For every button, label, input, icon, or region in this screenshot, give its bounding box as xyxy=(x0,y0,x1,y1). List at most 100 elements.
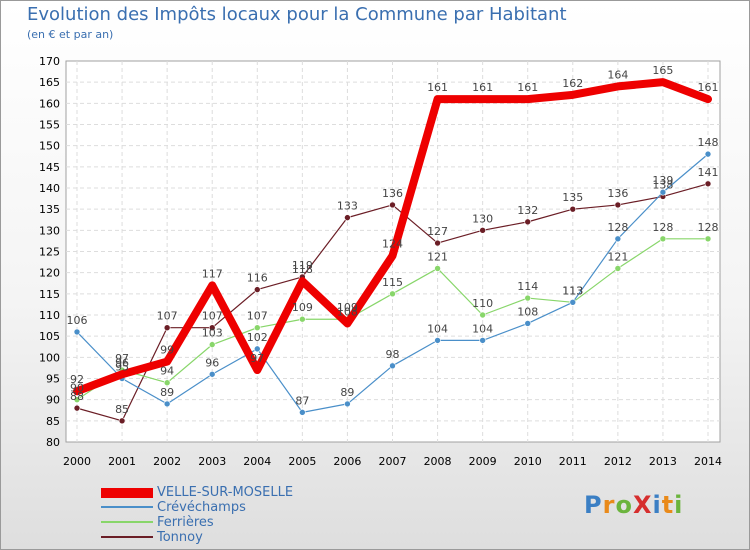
data-label-crevechamps: 106 xyxy=(67,314,88,327)
x-tick-label: 2004 xyxy=(243,455,271,468)
x-tick-label: 2011 xyxy=(559,455,587,468)
data-labels: 88 85 107 107 116 119 133 136 127 130 132 135 136 138… xyxy=(67,64,719,416)
point-tonnoy xyxy=(118,417,126,425)
y-tick-label: 120 xyxy=(39,267,60,280)
y-tick-label: 85 xyxy=(46,415,60,428)
y-tick-label: 100 xyxy=(39,351,60,364)
proxiti-logo: ProXiti xyxy=(584,491,684,519)
data-label-velle: 161 xyxy=(698,81,719,94)
point-crevechamps xyxy=(389,362,396,370)
data-label-crevechamps: 96 xyxy=(205,356,219,369)
point-crevechamps xyxy=(344,400,351,408)
data-label-tonnoy: 133 xyxy=(337,200,358,213)
point-ferrieres xyxy=(299,315,306,323)
x-tick-label: 2013 xyxy=(649,455,677,468)
point-crevechamps xyxy=(614,235,622,243)
data-label-ferrieres: 128 xyxy=(652,221,673,234)
data-label-ferrieres: 121 xyxy=(607,250,628,263)
x-tick-label: 2007 xyxy=(379,455,407,468)
data-label-ferrieres: 121 xyxy=(427,250,448,263)
y-tick-label: 110 xyxy=(39,309,60,322)
point-tonnoy xyxy=(73,404,81,412)
series-line-velle xyxy=(73,78,712,396)
grid-lines xyxy=(66,61,720,442)
point-ferrieres xyxy=(208,341,216,348)
point-crevechamps xyxy=(569,298,577,306)
chart-title: Evolution des Impôts locaux pour la Comm… xyxy=(27,4,567,25)
data-label-velle: 161 xyxy=(517,81,538,94)
data-label-tonnoy: 107 xyxy=(157,310,178,323)
y-tick-label: 170 xyxy=(39,55,60,68)
x-tick-label: 2008 xyxy=(424,455,452,468)
data-label-crevechamps: 108 xyxy=(517,305,538,318)
data-label-tonnoy: 136 xyxy=(607,187,628,200)
data-label-velle: 165 xyxy=(652,64,673,77)
point-crevechamps xyxy=(479,337,486,344)
point-tonnoy xyxy=(163,324,171,332)
point-ferrieres xyxy=(163,379,171,387)
y-tick-label: 165 xyxy=(39,76,60,89)
data-label-ferrieres: 114 xyxy=(517,280,538,293)
data-label-velle: 164 xyxy=(607,68,628,81)
data-label-ferrieres: 103 xyxy=(202,327,223,340)
y-tick-label: 145 xyxy=(39,161,60,174)
y-tick-label: 155 xyxy=(39,119,60,132)
point-tonnoy xyxy=(208,324,216,332)
x-tick-label: 2010 xyxy=(514,455,542,468)
data-label-tonnoy: 116 xyxy=(247,272,268,285)
data-label-velle: 161 xyxy=(472,81,493,94)
y-tick-label: 80 xyxy=(46,436,60,449)
data-label-ferrieres: 113 xyxy=(562,284,583,297)
point-ferrieres xyxy=(659,235,667,243)
data-label-velle: 162 xyxy=(562,77,583,90)
data-label-ferrieres: 128 xyxy=(698,221,719,234)
point-crevechamps xyxy=(434,337,441,344)
data-label-crevechamps: 89 xyxy=(160,386,174,399)
point-tonnoy xyxy=(434,239,441,247)
data-label-velle: 92 xyxy=(70,373,84,386)
x-tick-label: 2014 xyxy=(694,455,722,468)
legend-swatch-tonnoy xyxy=(101,536,153,538)
point-tonnoy xyxy=(479,227,486,234)
legend-label-ferrieres: Ferrières xyxy=(157,515,214,530)
data-label-ferrieres: 109 xyxy=(337,301,358,314)
x-tick-label: 2000 xyxy=(63,455,91,468)
y-tick-label: 150 xyxy=(39,140,60,153)
point-tonnoy xyxy=(389,201,396,209)
point-ferrieres xyxy=(614,265,622,272)
y-tick-label: 160 xyxy=(39,97,60,110)
y-tick-label: 140 xyxy=(39,182,60,195)
data-label-tonnoy: 85 xyxy=(115,403,129,416)
y-tick-label: 95 xyxy=(46,373,60,386)
x-tick-label: 2009 xyxy=(469,455,497,468)
point-ferrieres xyxy=(434,265,441,272)
point-tonnoy xyxy=(614,201,622,209)
point-ferrieres xyxy=(389,290,396,298)
data-label-tonnoy: 119 xyxy=(292,259,313,272)
x-tick-label: 2012 xyxy=(604,455,632,468)
data-label-ferrieres: 110 xyxy=(472,297,493,310)
legend-swatch-ferrieres xyxy=(101,521,153,523)
point-tonnoy xyxy=(344,214,351,221)
x-axis-ticks: 2000 2001 2002 2003 2004 2005 2006 2007 2008 2009… xyxy=(63,455,722,468)
data-label-crevechamps: 139 xyxy=(652,174,673,187)
y-tick-label: 90 xyxy=(46,394,60,407)
data-label-crevechamps: 104 xyxy=(472,322,493,335)
data-label-ferrieres: 107 xyxy=(247,310,268,323)
data-label-crevechamps: 98 xyxy=(386,348,400,361)
x-tick-label: 2001 xyxy=(108,455,136,468)
point-tonnoy xyxy=(253,286,261,293)
point-crevechamps xyxy=(73,328,81,336)
data-label-crevechamps: 128 xyxy=(607,221,628,234)
data-label-ferrieres: 115 xyxy=(382,276,403,289)
point-crevechamps xyxy=(704,150,712,158)
data-label-crevechamps: 87 xyxy=(295,394,309,407)
data-label-velle: 99 xyxy=(160,344,174,357)
x-tick-label: 2002 xyxy=(153,455,181,468)
point-crevechamps xyxy=(208,370,216,378)
data-label-crevechamps: 95 xyxy=(115,361,129,374)
point-ferrieres xyxy=(479,311,486,319)
data-label-crevechamps: 104 xyxy=(427,322,448,335)
